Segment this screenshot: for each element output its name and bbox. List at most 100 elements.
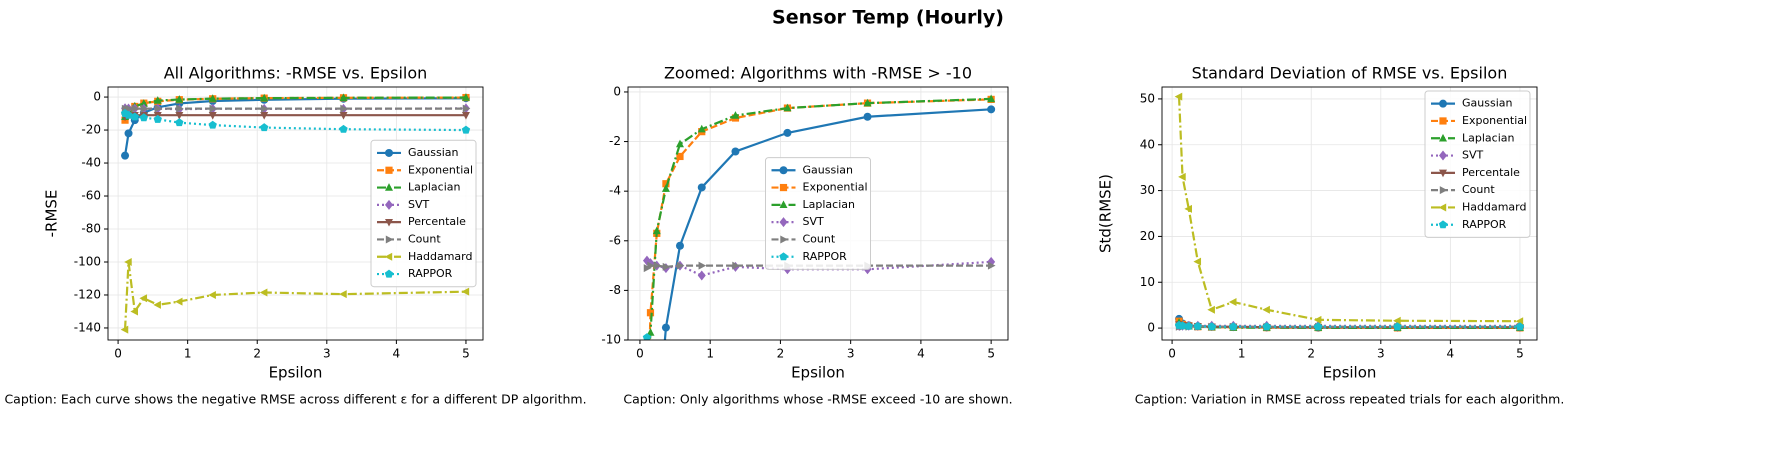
data-point xyxy=(139,99,148,107)
data-point xyxy=(1314,322,1323,331)
data-point xyxy=(662,180,670,188)
legend-label: Haddamard xyxy=(1462,200,1527,213)
data-point xyxy=(153,300,161,309)
data-point xyxy=(987,261,996,270)
legend-label: Gaussian xyxy=(408,146,458,159)
legend-label: Gaussian xyxy=(1462,97,1512,110)
data-point xyxy=(121,151,130,160)
plot-frame xyxy=(1161,86,1538,341)
legend-marker xyxy=(1439,133,1447,142)
data-point xyxy=(339,93,348,102)
legend-label: Laplacian xyxy=(803,198,855,211)
plot-area xyxy=(120,93,471,334)
legend-marker xyxy=(779,200,788,209)
data-point xyxy=(863,112,872,121)
legend: Gaussian Exponential Laplacian SVT Count RAPP… xyxy=(765,157,871,270)
data-point xyxy=(987,105,996,114)
data-point xyxy=(676,152,684,161)
data-point xyxy=(208,120,217,129)
y-tick-label: 0 xyxy=(93,90,101,104)
series-line xyxy=(1177,96,1520,323)
caption: Caption: Each curve shows the negative R… xyxy=(4,392,586,407)
data-point xyxy=(208,112,217,120)
legend-label: Exponential xyxy=(1462,114,1527,127)
data-point xyxy=(987,94,996,103)
data-point xyxy=(731,147,740,156)
data-point xyxy=(260,123,269,132)
x-tick-label: 0 xyxy=(114,347,122,361)
subplot: Zoomed: Algorithms with -RMSE > -10 0 1 2 3 4… xyxy=(601,64,1012,407)
legend-label: Gaussian xyxy=(803,163,853,176)
subplot: All Algorithms: -RMSE vs. Epsilon 0 1 2 3 4 5 -… xyxy=(4,64,586,407)
legend-marker xyxy=(384,269,394,278)
subplot-title: Standard Deviation of RMSE vs. Epsilon xyxy=(1192,64,1508,83)
data-point xyxy=(646,328,655,336)
plot-area xyxy=(642,94,996,368)
data-point xyxy=(1262,305,1270,314)
data-point xyxy=(731,111,740,119)
data-point xyxy=(1184,204,1192,213)
data-point xyxy=(1178,321,1187,330)
data-point xyxy=(462,104,471,113)
data-point xyxy=(140,104,149,113)
legend-label: Count xyxy=(408,232,441,245)
y-tick-label: -2 xyxy=(609,134,621,148)
data-point xyxy=(1262,322,1271,331)
legend-label: Exponential xyxy=(408,163,473,176)
data-point xyxy=(130,307,138,316)
data-point xyxy=(1228,297,1237,306)
data-point xyxy=(676,261,685,270)
data-point xyxy=(339,290,347,299)
legend-marker xyxy=(385,199,393,210)
legend-marker xyxy=(1439,186,1448,195)
data-point xyxy=(130,112,139,121)
data-point xyxy=(697,183,706,192)
plot-area xyxy=(1174,92,1525,332)
legend-marker xyxy=(780,235,788,244)
data-point xyxy=(175,112,184,120)
x-axis-label: Epsilon xyxy=(1323,364,1377,382)
legend-frame xyxy=(765,157,871,270)
data-point xyxy=(1393,316,1401,325)
x-axis-label: Epsilon xyxy=(269,364,323,382)
y-tick-label: -80 xyxy=(81,222,101,236)
x-tick-label: 4 xyxy=(917,347,925,361)
data-point xyxy=(698,261,707,270)
y-tick-label: -6 xyxy=(609,233,621,247)
data-point xyxy=(153,114,162,123)
x-tick-label: 3 xyxy=(847,347,855,361)
subplot-title: Zoomed: Algorithms with -RMSE > -10 xyxy=(664,64,972,83)
data-point xyxy=(652,226,661,235)
legend-marker xyxy=(385,183,393,191)
data-point xyxy=(131,104,140,113)
y-tick-label: -8 xyxy=(609,283,621,297)
data-point xyxy=(646,360,654,368)
data-point xyxy=(124,110,133,119)
data-point xyxy=(661,323,670,332)
data-point xyxy=(259,288,268,297)
y-tick-label: -120 xyxy=(74,287,101,301)
data-point xyxy=(783,103,792,112)
legend-label: Percentale xyxy=(408,215,466,228)
x-tick-label: 4 xyxy=(1447,347,1455,361)
series-line xyxy=(124,112,466,132)
legend: Gaussian Exponential Laplacian SVT Percental… xyxy=(1424,90,1531,238)
y-tick-label: -40 xyxy=(81,156,101,170)
legend-label: RAPPOR xyxy=(1462,218,1507,231)
y-tick-label: -140 xyxy=(74,320,101,334)
y-axis-label: -RMSE xyxy=(43,190,61,238)
x-tick-label: 1 xyxy=(1238,347,1246,361)
data-point xyxy=(1515,317,1524,326)
data-point xyxy=(153,96,162,104)
data-point xyxy=(209,104,218,113)
data-point xyxy=(697,270,706,281)
legend-label: RAPPOR xyxy=(803,250,848,263)
data-point xyxy=(653,261,662,270)
series-line xyxy=(663,108,992,340)
y-tick-label: 50 xyxy=(1140,91,1155,105)
y-tick-label: 30 xyxy=(1140,183,1155,197)
legend: Gaussian Exponential Laplacian SVT Percental… xyxy=(370,139,477,288)
x-tick-label: 5 xyxy=(462,347,470,361)
x-tick-label: 3 xyxy=(323,347,331,361)
figure-title: Sensor Temp (Hourly) xyxy=(772,7,1004,29)
